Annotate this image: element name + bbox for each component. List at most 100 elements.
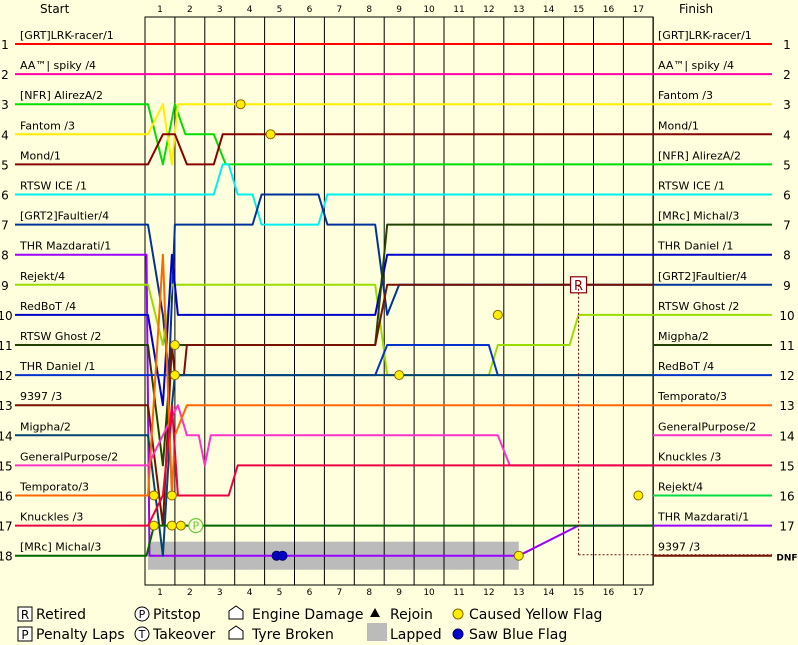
finish-position-number: DNF (776, 554, 797, 564)
start-driver-label: Knuckles /3 (20, 511, 83, 524)
finish-position-number: 14 (779, 429, 794, 443)
legend-retired-text: Retired (36, 607, 86, 623)
start-position-number: 6 (1, 189, 9, 203)
finish-driver-label: Knuckles /3 (658, 450, 721, 463)
start-position-number: 11 (0, 339, 13, 353)
yellow-flag-marker (169, 370, 180, 381)
start-driver-label: RTSW Ghost /2 (20, 330, 101, 343)
legend-yellow-text: Caused Yellow Flag (469, 607, 602, 623)
legend-penalty-icon-label: P (21, 628, 28, 642)
legend-blue-icon (452, 628, 464, 640)
start-driver-label: 9397 /3 (20, 390, 62, 403)
lap-tick-top: 2 (187, 5, 193, 15)
lap-tick-bottom: 17 (633, 588, 644, 598)
lap-tick-bottom: 9 (396, 588, 402, 598)
finish-driver-label: [NFR] AlirezA/2 (658, 149, 741, 162)
start-position-number: 8 (1, 249, 9, 263)
driver-line-10 (145, 253, 654, 407)
start-position-number: 17 (0, 520, 13, 534)
yellow-flag-marker (148, 520, 159, 531)
lap-tick-bottom: 6 (307, 588, 313, 598)
finish-driver-label: [GRT2]Faultier/4 (658, 270, 747, 283)
finish-position-number: 8 (783, 249, 791, 263)
lap-tick-top: 9 (396, 5, 402, 15)
finish-position-number: 6 (783, 189, 791, 203)
lap-tick-bottom: 5 (277, 588, 283, 598)
finish-driver-label: THR Daniel /1 (657, 240, 733, 253)
yellow-flag-marker (633, 490, 644, 501)
start-driver-label: Temporato/3 (19, 481, 89, 494)
lap-tick-top: 16 (603, 5, 615, 15)
legend-tyre-icon (228, 625, 244, 640)
lap-tick-bottom: 12 (483, 588, 494, 598)
yellow-flag-marker (265, 129, 276, 140)
finish-position-number: 15 (779, 459, 794, 473)
finish-position-number: 13 (779, 399, 794, 413)
finish-position-number: 3 (783, 98, 791, 112)
start-position-number: 15 (0, 459, 13, 473)
start-position-number: 18 (0, 550, 13, 564)
driver-line-9 (145, 283, 654, 377)
finish-driver-label: Temporato/3 (657, 390, 727, 403)
lap-tick-bottom: 13 (513, 588, 524, 598)
plot-area (144, 16, 654, 586)
finish-driver-label: AA™| spiky /4 (658, 59, 734, 72)
start-position-number: 7 (1, 219, 9, 233)
start-position-number: 10 (0, 309, 13, 323)
start-driver-label: [NFR] AlirezA/2 (20, 89, 103, 102)
start-driver-label: [MRc] Michal/3 (20, 541, 101, 554)
legend-takeover-icon (134, 626, 150, 642)
driver-line-15 (145, 404, 654, 467)
legend-engine-icon (228, 605, 244, 620)
legend-pitstop-icon (134, 606, 150, 622)
finish-driver-label: Rejekt/4 (658, 481, 703, 494)
legend-takeover-text: Takeover (152, 627, 215, 643)
driver-line-18 (145, 524, 654, 557)
lap-tick-top: 12 (483, 5, 494, 15)
lap-tick-top: 10 (423, 5, 435, 15)
start-driver-label: Fantom /3 (20, 119, 75, 132)
legend-penalty-text: Penalty Laps (36, 627, 125, 643)
pitstop-marker (188, 517, 204, 534)
legend-tyre-text: Tyre Broken (251, 627, 334, 643)
lap-tick-bottom: 7 (336, 588, 342, 598)
start-header: Start (40, 2, 70, 16)
finish-driver-label: 9397 /3 (658, 541, 700, 554)
finish-driver-label: Migpha/2 (658, 330, 709, 343)
legend-engine-text: Engine Damage (252, 607, 364, 623)
finish-position-number: 5 (783, 158, 791, 172)
pitstop-marker-label: P (193, 520, 200, 533)
yellow-flag-marker (235, 99, 246, 110)
start-driver-label: Rejekt/4 (20, 270, 65, 283)
yellow-flag-marker (394, 370, 405, 381)
finish-position-number: 4 (783, 128, 791, 142)
finish-driver-label: [GRT]LRK-racer/1 (658, 29, 752, 42)
lap-tick-top: 4 (247, 5, 253, 15)
yellow-flag-marker (169, 340, 180, 350)
lap-tick-top: 1 (157, 5, 163, 15)
lap-tick-top: 7 (336, 5, 342, 15)
start-driver-label: Migpha/2 (20, 420, 71, 433)
finish-driver-label: THR Mazdarati/1 (657, 511, 749, 524)
finish-driver-label: GeneralPurpose/2 (658, 420, 756, 433)
lap-tick-top: 3 (217, 5, 223, 15)
finish-position-number: 7 (783, 219, 791, 233)
legend-takeover-icon-label: T (138, 628, 146, 641)
start-position-number: 2 (1, 68, 9, 82)
finish-position-number: 10 (779, 309, 794, 323)
yellow-flag-marker (175, 520, 186, 531)
start-driver-label: AA™| spiky /4 (20, 59, 96, 72)
lap-tick-top: 6 (307, 5, 313, 15)
blue-flag-marker (277, 550, 288, 561)
lap-tick-top: 15 (573, 5, 584, 15)
yellow-flag-marker (513, 550, 524, 561)
driver-line-3 (145, 103, 654, 166)
finish-driver-label: Mond/1 (658, 119, 699, 132)
start-position-number: 5 (1, 158, 9, 172)
finish-driver-label: RTSW Ghost /2 (658, 300, 739, 313)
legend-penalty-icon (17, 626, 33, 642)
start-position-number: 4 (1, 128, 9, 142)
start-driver-label: Mond/1 (20, 149, 61, 162)
lap-tick-bottom: 3 (217, 588, 223, 598)
